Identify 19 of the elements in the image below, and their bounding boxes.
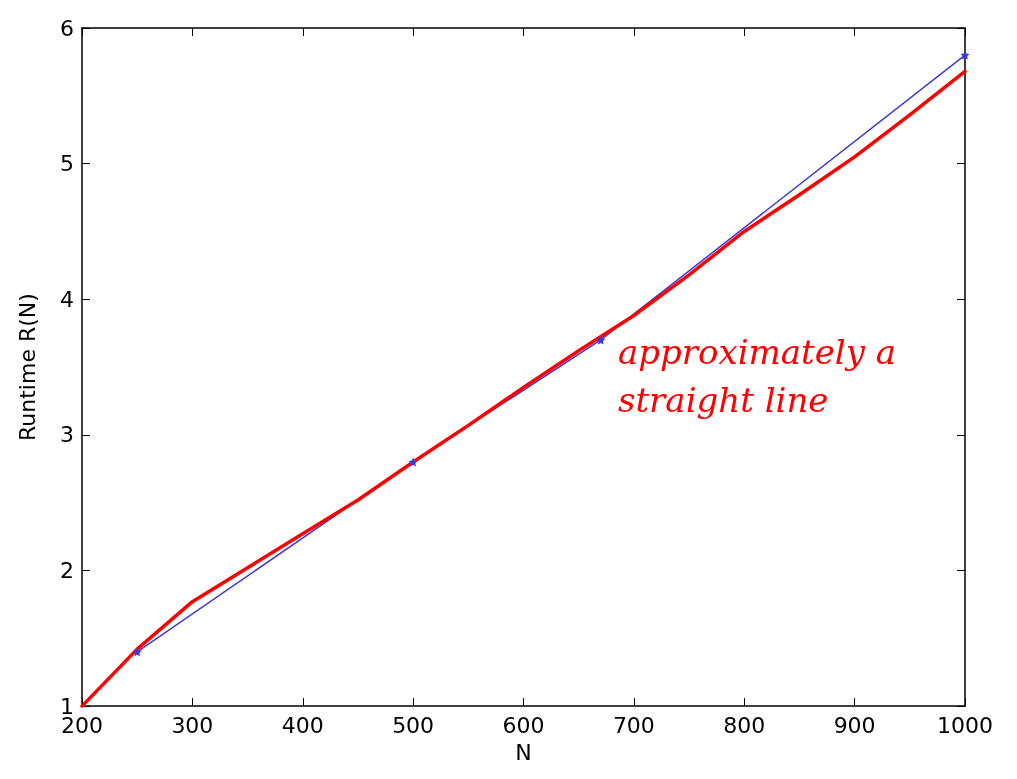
annotation: approximately a straight line	[618, 332, 907, 420]
y-tick-label: 2	[60, 557, 74, 583]
y-axis-title: Runtime R(N)	[14, 293, 40, 441]
x-tick-label: 600	[502, 712, 545, 738]
x-tick-label: 900	[833, 712, 876, 738]
y-tick-label: 5	[60, 151, 74, 177]
y-tick-label: 4	[60, 286, 74, 312]
x-tick-label: 1000	[937, 712, 993, 738]
point	[596, 335, 606, 345]
y-tick-label: 6	[60, 15, 74, 41]
point	[132, 647, 142, 657]
point	[408, 457, 418, 467]
x-tick-label: 300	[171, 712, 214, 738]
x-tick-label: 800	[723, 712, 766, 738]
x-tick-label: 400	[281, 712, 324, 738]
x-tick-label: 500	[392, 712, 435, 738]
y-tick-label: 3	[60, 422, 74, 448]
x-axis-title: N	[515, 739, 532, 765]
x-tick-label: 700	[612, 712, 655, 738]
